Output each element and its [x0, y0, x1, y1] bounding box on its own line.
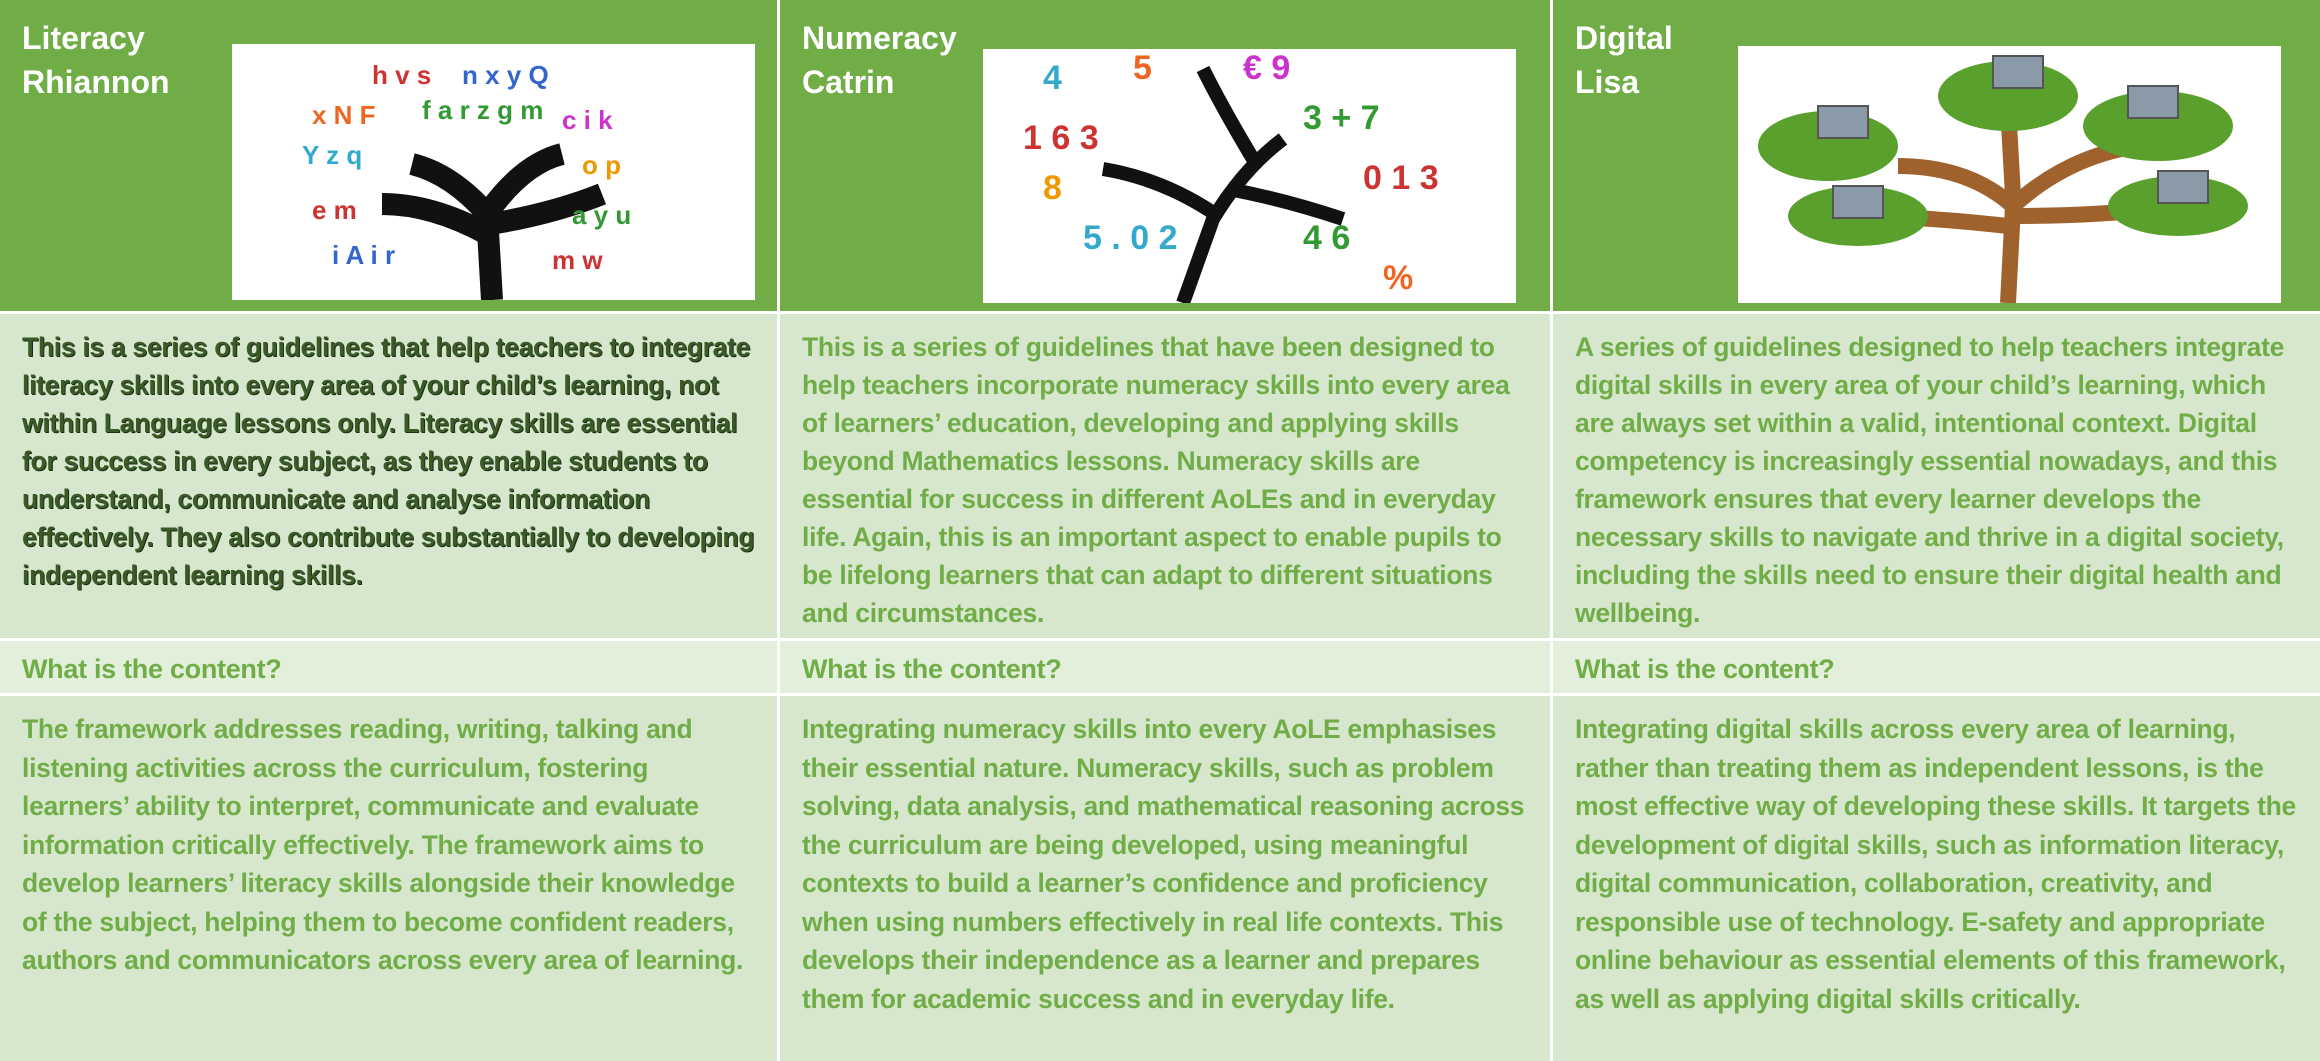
subject: Literacy [22, 20, 145, 56]
svg-text:4 6: 4 6 [1303, 219, 1350, 257]
svg-text:5: 5 [1133, 49, 1152, 87]
content-heading: What is the content? [0, 641, 780, 696]
header-cell: Digital Lisa [1553, 0, 2320, 314]
description: This is a series of guidelines that have… [780, 314, 1553, 641]
svg-text:o p: o p [582, 150, 621, 180]
description: A series of guidelines designed to help … [1553, 314, 2320, 641]
svg-text:0 1 3: 0 1 3 [1363, 159, 1439, 197]
svg-text:€ 9: € 9 [1243, 49, 1290, 87]
svg-text:3 + 7: 3 + 7 [1303, 99, 1380, 137]
svg-text:1 6 3: 1 6 3 [1023, 119, 1099, 157]
content: The framework addresses reading, writing… [0, 696, 780, 1061]
svg-text:h v s: h v s [372, 60, 431, 90]
svg-text:4: 4 [1043, 59, 1062, 97]
svg-text:f a r z g m: f a r z g m [422, 95, 543, 125]
header-cell: Numeracy Catrin 4 5 € 9 1 6 3 3 + 7 8 0 1 3 … [780, 0, 1553, 314]
svg-text:5 . 0 2: 5 . 0 2 [1083, 219, 1178, 257]
content-heading: What is the content? [780, 641, 1553, 696]
svg-text:m w: m w [552, 245, 603, 275]
teacher: Rhiannon [22, 64, 170, 100]
svg-text:%: % [1383, 259, 1413, 297]
svg-text:c i k: c i k [562, 105, 613, 135]
svg-text:Y z q: Y z q [302, 140, 362, 170]
teacher: Catrin [802, 64, 895, 100]
content-heading: What is the content? [1553, 641, 2320, 696]
svg-text:e m: e m [312, 195, 357, 225]
digital-tree-image [1738, 46, 2281, 303]
description: This is a series of guidelines that help… [0, 314, 780, 641]
svg-text:a y u: a y u [572, 200, 631, 230]
svg-text:x N F: x N F [312, 100, 376, 130]
teacher: Lisa [1575, 64, 1640, 100]
literacy-tree-image: h v s n x y Q x N F f a r z g m c i k Y z q… [232, 44, 755, 300]
subject: Numeracy [802, 20, 957, 56]
subject: Digital [1575, 20, 1673, 56]
numeracy-tree-image: 4 5 € 9 1 6 3 3 + 7 8 0 1 3 5 . 0 2 4 6 % [983, 49, 1516, 303]
svg-text:i A i r: i A i r [332, 240, 395, 270]
svg-text:n x y Q: n x y Q [462, 60, 549, 90]
content: Integrating numeracy skills into every A… [780, 696, 1553, 1061]
header-cell: Literacy Rhiannon h v s n x y Q x N F f a … [0, 0, 780, 314]
svg-text:8: 8 [1043, 169, 1062, 207]
content: Integrating digital skills across every … [1553, 696, 2320, 1061]
